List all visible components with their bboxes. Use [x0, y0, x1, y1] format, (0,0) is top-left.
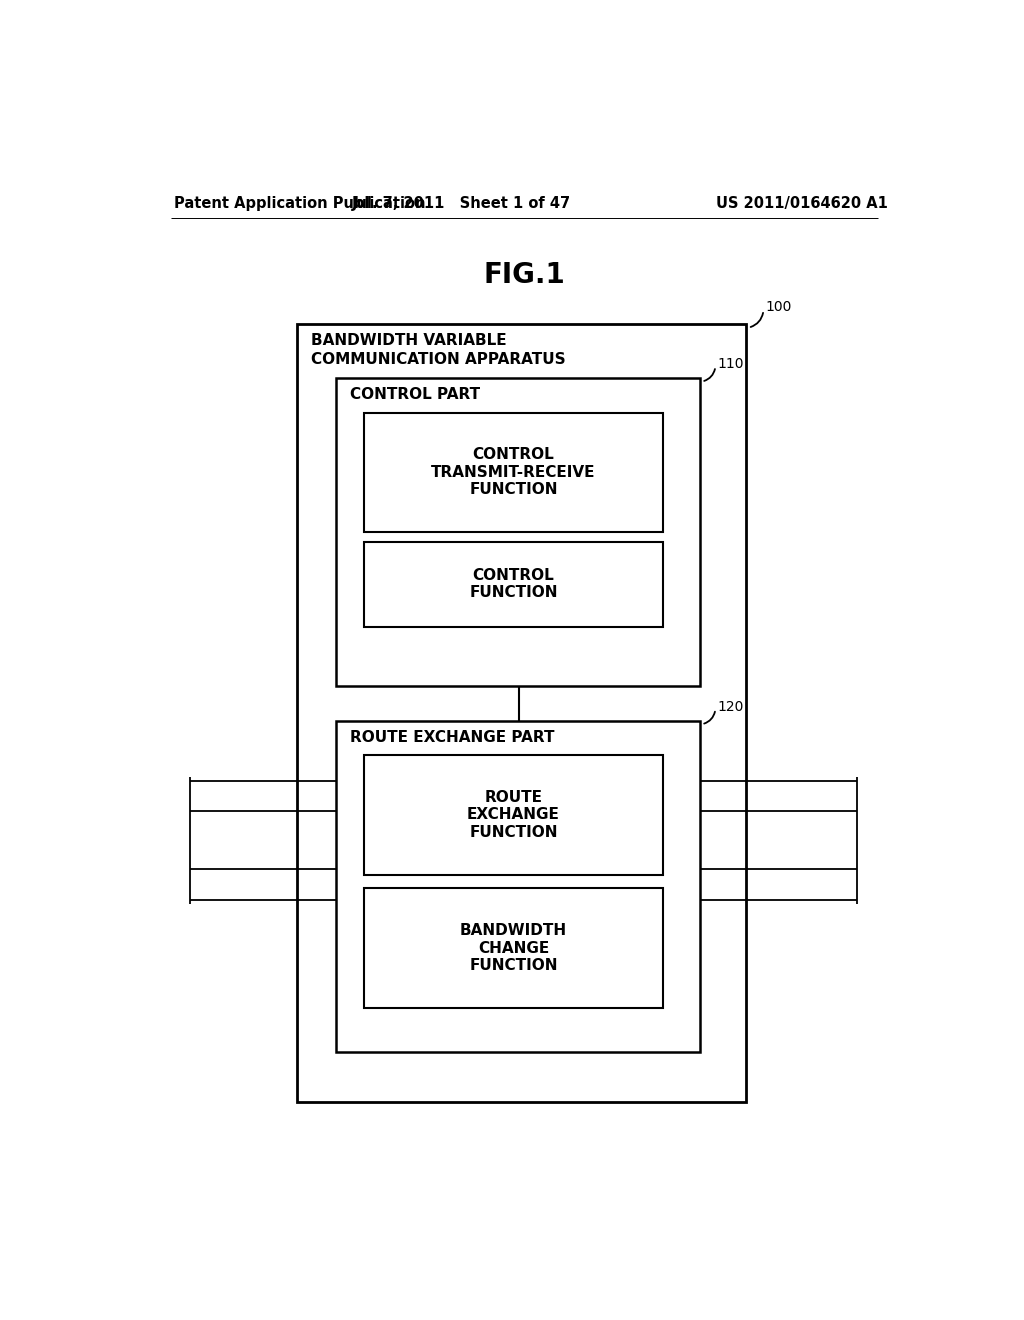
Text: CONTROL
FUNCTION: CONTROL FUNCTION	[469, 568, 558, 601]
Text: 100: 100	[765, 300, 792, 314]
Text: BANDWIDTH VARIABLE: BANDWIDTH VARIABLE	[311, 334, 507, 348]
Text: ROUTE
EXCHANGE
FUNCTION: ROUTE EXCHANGE FUNCTION	[467, 789, 560, 840]
Text: Patent Application Publication: Patent Application Publication	[174, 195, 426, 211]
Text: US 2011/0164620 A1: US 2011/0164620 A1	[717, 195, 888, 211]
Text: CONTROL
TRANSMIT-RECEIVE
FUNCTION: CONTROL TRANSMIT-RECEIVE FUNCTION	[431, 447, 596, 498]
Text: CONTROL PART: CONTROL PART	[349, 387, 480, 403]
Text: BANDWIDTH
CHANGE
FUNCTION: BANDWIDTH CHANGE FUNCTION	[460, 923, 567, 973]
Text: Jul. 7, 2011   Sheet 1 of 47: Jul. 7, 2011 Sheet 1 of 47	[351, 195, 570, 211]
Bar	[336, 721, 700, 1052]
Bar	[365, 543, 663, 627]
Text: FIG.1: FIG.1	[484, 261, 565, 289]
Text: 120: 120	[717, 700, 743, 714]
Text: COMMUNICATION APPARATUS: COMMUNICATION APPARATUS	[311, 352, 565, 367]
Bar	[365, 413, 663, 532]
Bar	[365, 755, 663, 875]
Bar	[365, 888, 663, 1007]
Text: 110: 110	[717, 356, 743, 371]
Bar	[336, 378, 700, 686]
Bar	[297, 323, 746, 1102]
Text: ROUTE EXCHANGE PART: ROUTE EXCHANGE PART	[349, 730, 554, 744]
